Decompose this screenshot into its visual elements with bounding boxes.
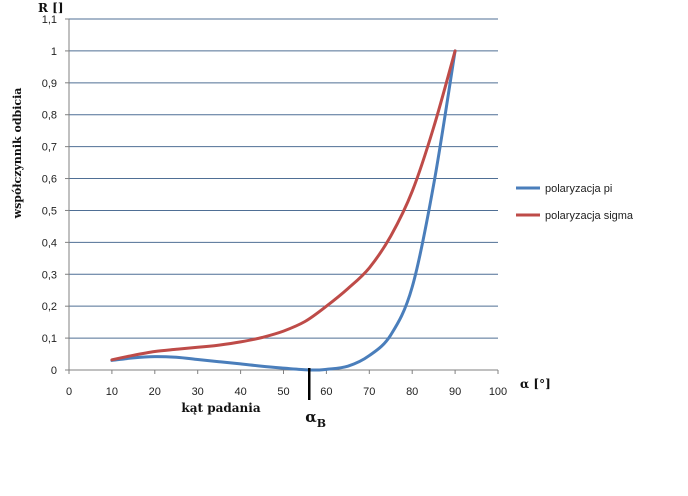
legend-label-0: polaryzacja pi: [545, 183, 612, 195]
x-axis-label: kąt padania: [181, 401, 260, 415]
y-tick-label: 0,7: [42, 142, 57, 154]
x-tick-label: 60: [320, 386, 332, 398]
legend-label-1: polaryzacja sigma: [545, 210, 634, 222]
x-tick-label: 40: [234, 386, 246, 398]
y-tick-label: 0,5: [42, 205, 57, 217]
y-tick-labels: 0 0,1 0,2 0,3 0,4 0,5 0,6 0,7 0,8 0,9 1 1,1: [42, 14, 57, 377]
y-tick-label: 0,6: [42, 174, 57, 186]
axes: [65, 18, 499, 374]
x-tick-label: 80: [406, 386, 418, 398]
series-lines: [110, 49, 457, 372]
y-tick-label: 0,4: [42, 237, 57, 249]
x-axis-title: α [°]: [520, 377, 551, 391]
x-tick-label: 10: [106, 386, 118, 398]
y-axis-title: R []: [38, 1, 64, 15]
x-tick-label: 100: [489, 386, 507, 398]
y-tick-label: 0: [51, 365, 57, 377]
x-tick-label: 70: [363, 386, 375, 398]
x-tick-labels: 0 10 20 30 40 50 60 70 80 90 100: [66, 386, 507, 398]
x-tick-label: 30: [192, 386, 204, 398]
y-tick-label: 0,1: [42, 333, 57, 345]
brewster-alpha: α: [305, 408, 317, 426]
y-tick-label: 0,8: [42, 110, 57, 122]
y-tick-label: 1: [51, 46, 57, 58]
series-line-1: [110, 49, 457, 362]
x-tick-label: 0: [66, 386, 72, 398]
y-axis-label: współczynnik odbicia: [11, 88, 24, 220]
x-tick-label: 50: [277, 386, 289, 398]
y-tick-label: 0,3: [42, 269, 57, 281]
series-line-0: [110, 49, 457, 372]
x-tick-label: 90: [449, 386, 461, 398]
grid-lines: [69, 18, 498, 339]
y-tick-label: 1,1: [42, 14, 57, 26]
brewster-subscript: B: [317, 417, 326, 430]
x-tick-label: 20: [149, 386, 161, 398]
y-tick-label: 0,2: [42, 301, 57, 313]
y-tick-label: 0,9: [42, 78, 57, 90]
legend: polaryzacja pi polaryzacja sigma: [516, 183, 634, 222]
brewster-angle-label: αB: [305, 408, 326, 430]
